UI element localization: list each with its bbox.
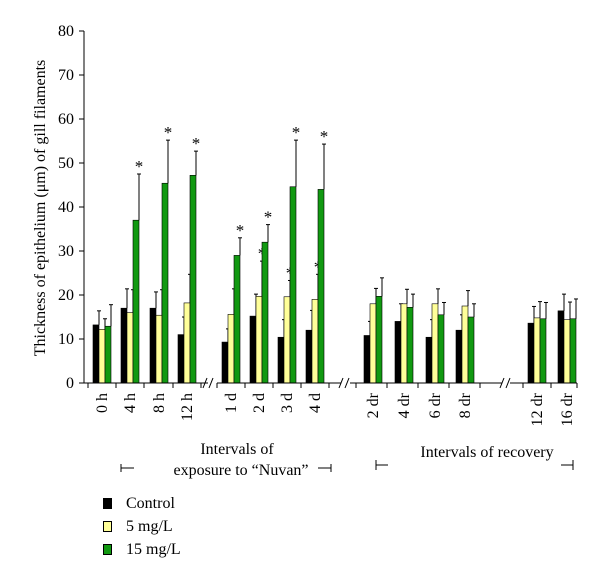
significance-marker: * [236, 221, 245, 240]
y-tick-label: 60 [58, 111, 74, 128]
bar [425, 336, 433, 384]
bar [311, 299, 319, 384]
bar [431, 303, 439, 384]
bar [406, 307, 414, 384]
legend-swatch-5mg [103, 521, 112, 532]
group-label-exposure-line2: exposure to “Nuvan” [173, 462, 308, 479]
x-tick-label: 4 h [122, 393, 139, 413]
legend-swatch-15mg [103, 544, 112, 555]
bar [375, 296, 383, 384]
bar [155, 314, 163, 384]
x-tick-label: 12 dr [529, 392, 546, 426]
group-label-recovery: Intervals of recovery [420, 444, 553, 461]
axis-break-mark [344, 377, 350, 389]
x-tick-label: 12 h [179, 393, 196, 421]
bar [249, 315, 257, 384]
legend-item-control: Control [103, 494, 303, 514]
legend-label-15mg: 15 mg/L [126, 541, 181, 558]
bar [394, 321, 402, 384]
y-axis-label: Thickness of epithelium (μm) of gill fil… [32, 60, 49, 357]
recovery-bracket [375, 460, 574, 470]
x-tick-label: 4 d [307, 393, 324, 413]
axis-break-mark [499, 377, 505, 389]
bar [161, 182, 169, 384]
bar [255, 296, 263, 384]
y-tick-label: 70 [58, 67, 74, 84]
bar [120, 307, 128, 384]
y-tick-label: 0 [66, 375, 74, 392]
significance-marker: * [320, 127, 329, 146]
legend-label-control: Control [126, 495, 175, 512]
y-tick-label: 10 [58, 331, 74, 348]
x-tick-label: 0 h [94, 393, 111, 413]
y-tick-label: 40 [58, 199, 74, 216]
bar [317, 189, 325, 384]
bar [305, 329, 313, 384]
bar [227, 314, 235, 384]
significance-marker: * [292, 123, 301, 142]
bar [177, 334, 185, 384]
x-tick-label: 4 dr [396, 392, 413, 418]
bar [283, 296, 291, 384]
significance-marker: * [164, 123, 173, 142]
significance-marker: * [264, 208, 273, 227]
bar [569, 318, 577, 384]
bar [132, 219, 140, 384]
bar [563, 319, 571, 384]
exposure-bracket [120, 464, 332, 472]
bar [461, 305, 469, 384]
bar [455, 329, 463, 384]
legend-item-5mg: 5 mg/L [103, 517, 303, 537]
x-tick-label: 8 h [151, 393, 168, 413]
bar [289, 186, 297, 384]
bar [533, 317, 541, 384]
group-label-exposure-line1: Intervals of [200, 441, 274, 458]
bar [437, 314, 445, 384]
bar [98, 329, 106, 384]
x-tick-label: 6 dr [427, 392, 444, 418]
bar [277, 336, 285, 384]
legend-swatch-control [103, 498, 112, 509]
bar [149, 307, 157, 384]
bar [221, 341, 229, 384]
x-tick-label: 8 dr [457, 392, 474, 418]
significance-marker: * [192, 134, 201, 153]
bar [557, 310, 565, 384]
axis-break-mark [208, 377, 214, 389]
bar [261, 241, 269, 384]
bar [233, 255, 241, 384]
bar [539, 318, 547, 384]
y-tick-label: 80 [58, 23, 74, 40]
x-tick-label: 1 d [223, 393, 240, 413]
y-tick-label: 50 [58, 155, 74, 172]
bar [467, 316, 475, 384]
bar [104, 325, 112, 384]
bar [363, 335, 371, 384]
legend-item-15mg: 15 mg/L [103, 540, 303, 560]
x-tick-label: 2 dr [365, 392, 382, 418]
y-tick-label: 20 [58, 287, 74, 304]
x-tick-label: 3 d [279, 393, 296, 413]
bar [527, 322, 535, 384]
bar [183, 302, 191, 384]
bar [369, 303, 377, 384]
legend-label-5mg: 5 mg/L [126, 518, 173, 535]
y-tick-label: 30 [58, 243, 74, 260]
bar [126, 312, 134, 384]
significance-marker: * [135, 157, 144, 176]
bar [189, 175, 197, 384]
bar [92, 324, 100, 384]
axis-break-mark [338, 377, 344, 389]
axis-break-mark [202, 377, 208, 389]
x-tick-label: 2 d [251, 393, 268, 413]
axis-break-mark [505, 377, 511, 389]
x-tick-label: 16 dr [559, 392, 576, 426]
bar [400, 303, 408, 384]
